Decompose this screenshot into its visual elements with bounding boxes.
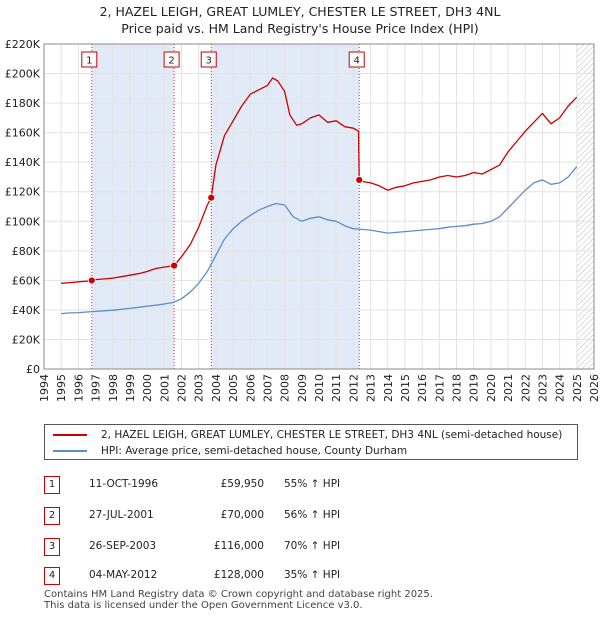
sale-number-badge: 4 (44, 567, 60, 585)
y-tick-label: £0 (26, 363, 40, 376)
sale-label-box (163, 51, 180, 68)
x-tick-label: 2006 (244, 374, 257, 402)
x-tick-label: 2016 (416, 374, 429, 402)
sale-date: 11-OCT-1996 (89, 478, 158, 490)
x-tick-label: 2005 (227, 374, 240, 402)
sale-price: £70,000 (220, 509, 264, 521)
y-tick-label: £180K (5, 97, 41, 110)
x-tick-label: 1998 (107, 374, 120, 402)
plot-border (43, 43, 595, 370)
x-tick-label: 2014 (382, 374, 395, 402)
sale-date: 04-MAY-2012 (89, 569, 158, 581)
sale-hpi-change: 55% ↑ HPI (284, 478, 341, 490)
chart-subtitle: Price paid vs. HM Land Registry's House … (121, 21, 479, 36)
sale-date: 27-JUL-2001 (89, 509, 154, 521)
sale-price: £128,000 (213, 569, 264, 581)
x-tick-label: 2021 (502, 374, 515, 402)
x-tick-label: 2011 (330, 374, 343, 402)
y-tick-label: £60K (12, 274, 41, 287)
y-tick-label: £20K (12, 333, 41, 346)
y-tick-label: £160K (5, 127, 41, 140)
y-tick-label: £220K (5, 38, 41, 51)
sale-label-box (348, 51, 365, 68)
footer-licence: This data is licensed under the Open Gov… (44, 600, 363, 611)
x-tick-label: 2010 (313, 374, 326, 402)
sale-label: 1 (86, 56, 92, 67)
sale-date: 26-SEP-2003 (89, 540, 157, 552)
shaded-period (91, 44, 175, 369)
x-tick-label: 1999 (124, 374, 137, 402)
sale-label: 4 (354, 56, 360, 67)
x-tick-label: 2004 (210, 374, 223, 402)
y-tick-label: £40K (12, 304, 41, 317)
x-tick-label: 2023 (536, 374, 549, 402)
sale-point (170, 261, 179, 270)
footer: Contains HM Land Registry data © Crown c… (44, 589, 433, 611)
x-tick-label: 1996 (72, 374, 85, 402)
x-tick-label: 2020 (485, 374, 498, 402)
legend-item-hpi: HPI: Average price, semi-detached house,… (53, 443, 407, 459)
y-tick-label: £80K (12, 245, 41, 258)
x-tick-label: 2013 (365, 374, 378, 402)
legend-label-hpi: HPI: Average price, semi-detached house,… (101, 445, 408, 457)
y-tick-label: £140K (5, 156, 41, 169)
x-tick-label: 2017 (433, 374, 446, 402)
x-tick-label: 1994 (38, 374, 51, 402)
legend-item-price: 2, HAZEL LEIGH, GREAT LUMLEY, CHESTER LE… (53, 427, 562, 443)
x-tick-label: 2008 (279, 374, 292, 402)
x-tick-label: 2026 (588, 374, 600, 402)
sale-number-badge: 3 (44, 538, 60, 556)
sale-point (87, 276, 96, 285)
x-tick-label: 2015 (399, 374, 412, 402)
x-tick-label: 2002 (176, 374, 189, 402)
x-tick-label: 2019 (468, 374, 481, 402)
price-chart: 1 2 3 4 £0 £20K £40K £60K £80K £100K £120K £140K £16… (5, 38, 600, 402)
sale-number-badge: 1 (44, 476, 60, 494)
legend-label-price: 2, HAZEL LEIGH, GREAT LUMLEY, CHESTER LE… (101, 429, 563, 441)
footer-copyright: Contains HM Land Registry data © Crown c… (44, 589, 433, 600)
chart-title: 2, HAZEL LEIGH, GREAT LUMLEY, CHESTER LE… (99, 4, 501, 19)
x-tick-label: 2025 (571, 374, 584, 402)
x-tick-label: 2003 (193, 374, 206, 402)
sale-label-box (81, 51, 98, 68)
sale-hpi-change: 56% ↑ HPI (284, 509, 341, 521)
x-tick-label: 2024 (554, 374, 567, 402)
x-tick-label: 2018 (451, 374, 464, 402)
x-tick-label: 2012 (347, 374, 360, 402)
y-tick-label: £120K (5, 186, 41, 199)
y-tick-label: £100K (5, 215, 41, 228)
x-tick-label: 1995 (55, 374, 68, 402)
sale-price: £59,950 (220, 478, 264, 490)
y-tick-label: £200K (5, 68, 41, 81)
sale-price: £116,000 (213, 540, 264, 552)
sale-label-box (200, 51, 217, 68)
legend-line-hpi (53, 450, 87, 452)
legend: 2, HAZEL LEIGH, GREAT LUMLEY, CHESTER LE… (44, 424, 578, 460)
price-paid-line (61, 77, 578, 284)
future-hatch (576, 44, 594, 369)
sale-label: 3 (206, 56, 212, 67)
sale-hpi-change: 70% ↑ HPI (284, 540, 341, 552)
sale-hpi-change: 35% ↑ HPI (284, 569, 341, 581)
sale-point (207, 193, 216, 202)
hpi-line (61, 166, 578, 315)
sale-label: 2 (168, 56, 174, 67)
sale-number-badge: 2 (44, 507, 60, 525)
legend-line-price (53, 434, 87, 436)
x-tick-label: 2022 (519, 374, 532, 402)
x-tick-label: 2000 (141, 374, 154, 402)
x-tick-label: 2001 (158, 374, 171, 402)
x-tick-label: 2007 (261, 374, 274, 402)
x-tick-label: 1997 (90, 374, 103, 402)
sale-point (355, 176, 364, 184)
x-tick-label: 2009 (296, 374, 309, 402)
